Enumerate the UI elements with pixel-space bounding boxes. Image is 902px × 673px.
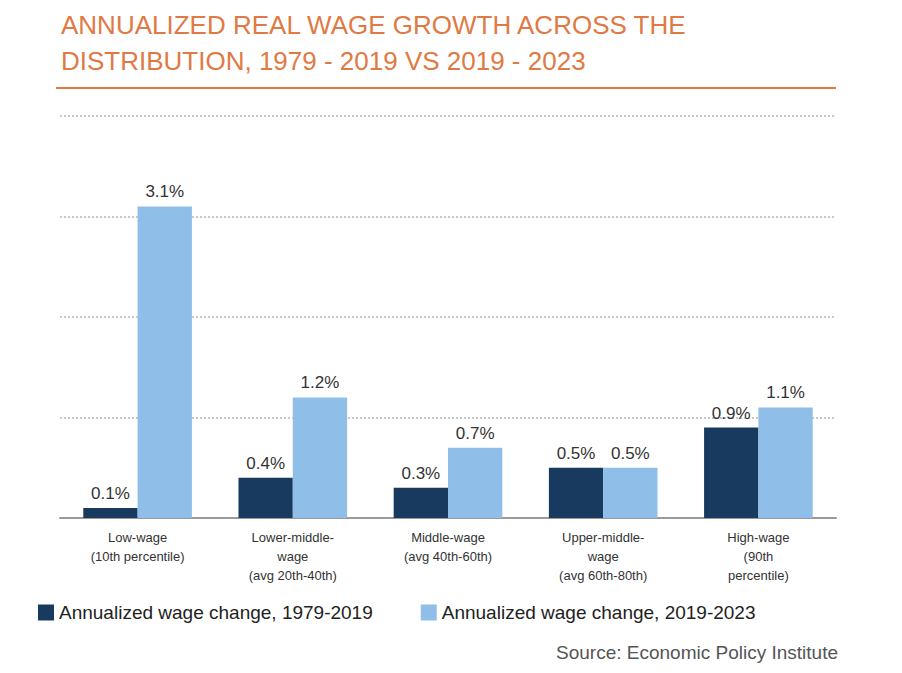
svg-text:Annualized wage change, 2019-2: Annualized wage change, 2019-2023 (442, 602, 756, 623)
svg-text:Source: Economic Policy Instit: Source: Economic Policy Institute (556, 642, 838, 663)
svg-text:Low-wage: Low-wage (108, 530, 167, 545)
svg-text:0.5%: 0.5% (611, 444, 650, 463)
svg-text:Middle-wage: Middle-wage (411, 530, 485, 545)
svg-text:0.4%: 0.4% (246, 454, 285, 473)
svg-text:(10th percentile): (10th percentile) (91, 549, 185, 564)
svg-text:(90th: (90th (744, 549, 774, 564)
svg-text:0.1%: 0.1% (91, 484, 130, 503)
svg-text:ANNUALIZED REAL WAGE GROWTH AC: ANNUALIZED REAL WAGE GROWTH ACROSS THE (61, 10, 693, 40)
svg-text:1.2%: 1.2% (301, 373, 340, 392)
svg-text:0.5%: 0.5% (557, 444, 596, 463)
svg-text:wage: wage (276, 549, 308, 564)
svg-text:percentile): percentile) (728, 568, 789, 583)
svg-text:(avg 60th-80th): (avg 60th-80th) (559, 568, 647, 583)
svg-text:High-wage: High-wage (727, 530, 789, 545)
svg-text:Lower-middle-: Lower-middle- (252, 530, 334, 545)
svg-text:(avg 40th-60th): (avg 40th-60th) (404, 549, 492, 564)
svg-text:(avg 20th-40th): (avg 20th-40th) (249, 568, 337, 583)
svg-text:0.9%: 0.9% (712, 404, 751, 423)
svg-text:Upper-middle-: Upper-middle- (562, 530, 644, 545)
svg-text:wage: wage (587, 549, 619, 564)
svg-text:0.3%: 0.3% (401, 464, 440, 483)
svg-text:0.7%: 0.7% (456, 424, 495, 443)
svg-text:3.1%: 3.1% (145, 182, 184, 201)
svg-text:Annualized wage change, 1979-2: Annualized wage change, 1979-2019 (59, 602, 373, 623)
svg-text:DISTRIBUTION, 1979 - 2019 VS 2: DISTRIBUTION, 1979 - 2019 VS 2019 - 2023 (61, 46, 586, 76)
svg-text:1.1%: 1.1% (766, 383, 805, 402)
